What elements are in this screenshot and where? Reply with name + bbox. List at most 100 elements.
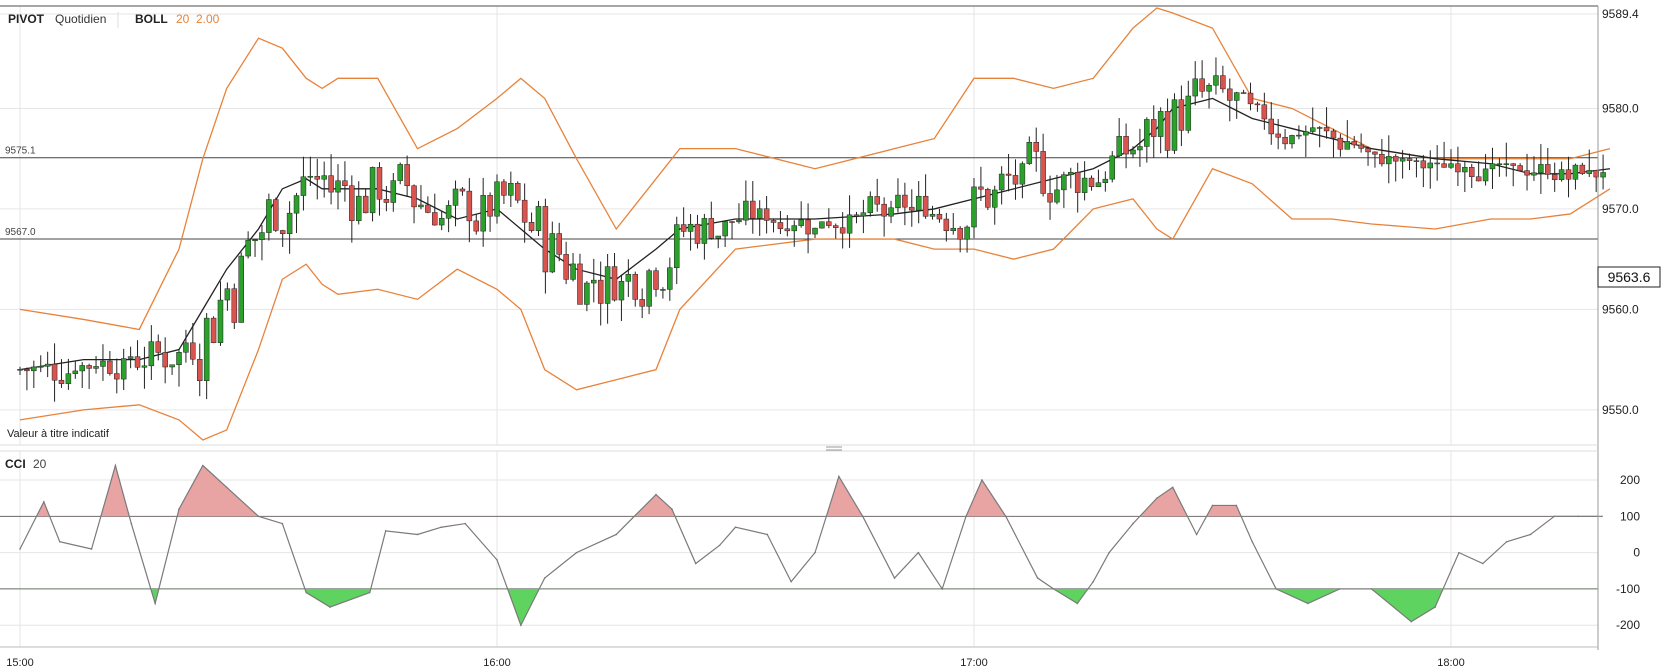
candle (791, 220, 798, 247)
candle-body (715, 235, 721, 239)
candle (998, 166, 1005, 205)
candle (1233, 91, 1240, 119)
candle (376, 162, 383, 216)
panel-resize-handle[interactable] (826, 446, 842, 451)
candle-body (1047, 193, 1053, 203)
candle (452, 180, 459, 227)
candle (1240, 89, 1247, 94)
candle (1095, 169, 1102, 187)
cci-point (1529, 533, 1532, 536)
candle-body (107, 360, 113, 374)
candle-body (162, 352, 168, 368)
cci-point (1076, 602, 1079, 605)
candle-body (1095, 182, 1102, 187)
candle (1420, 155, 1427, 188)
candle-body (397, 164, 403, 181)
candle-body (514, 182, 521, 201)
candle (390, 173, 397, 212)
candle (93, 356, 99, 374)
candle (342, 161, 348, 202)
candle-body (584, 282, 590, 305)
price-tick-label: 9550.0 (1602, 403, 1639, 417)
candle-body (909, 206, 915, 211)
cci-point (1251, 540, 1254, 543)
candle (943, 212, 950, 242)
candle-body (805, 219, 811, 235)
candle-body (611, 266, 618, 301)
candle (1102, 171, 1109, 192)
candle-body (1323, 127, 1330, 132)
candle (17, 366, 23, 376)
candle-body (1330, 130, 1337, 139)
candle (245, 231, 251, 259)
candle-body (1303, 131, 1309, 136)
candle (819, 221, 825, 229)
candle (1434, 145, 1440, 181)
candle-body (307, 176, 314, 178)
candle (1019, 161, 1026, 199)
pivot-levels: 9575.1 9567.0 (0, 146, 1598, 240)
candle (1247, 82, 1254, 111)
candle (1330, 128, 1337, 158)
candle-body (929, 213, 936, 217)
candle-body (819, 221, 825, 229)
candle-body (1475, 176, 1482, 182)
candle (134, 340, 141, 371)
candle (196, 343, 203, 397)
cci-oversold-fill (20, 588, 1598, 626)
candle-body (604, 266, 611, 304)
candle (238, 252, 244, 323)
candle-body (1275, 133, 1281, 138)
candle (259, 225, 265, 261)
cci-point (1458, 551, 1460, 554)
candle (1254, 101, 1261, 112)
candle-body (300, 176, 307, 196)
candle-body (1344, 141, 1351, 150)
candle-body (639, 299, 645, 307)
candlestick-series (17, 57, 1606, 402)
candle-body (190, 342, 196, 360)
candle (860, 199, 867, 234)
candle-body (445, 205, 452, 219)
candle (708, 201, 715, 240)
candle-body (708, 218, 715, 239)
candle (1448, 149, 1454, 170)
cci-title: CCI (5, 457, 26, 471)
candle (1565, 156, 1572, 198)
candle (72, 361, 79, 379)
cci-point (257, 515, 260, 518)
candle-body (480, 195, 486, 232)
candle (1227, 78, 1233, 122)
candle (328, 154, 334, 205)
candle-body (687, 223, 694, 232)
price-tick-label: 9580.0 (1602, 101, 1639, 115)
candle-body (750, 200, 756, 219)
candle (687, 214, 694, 251)
candle (266, 193, 272, 241)
candle (1220, 65, 1226, 93)
candle (224, 282, 231, 311)
cci-point (1482, 562, 1484, 565)
candle-body (729, 221, 735, 223)
candle-body (1061, 174, 1067, 191)
candle-body (1261, 104, 1268, 120)
candle-body (404, 164, 410, 187)
candle-body (1379, 153, 1385, 165)
cci-point (1092, 580, 1095, 583)
candle-body (535, 206, 542, 231)
candle (349, 175, 355, 243)
candle (169, 364, 175, 375)
candle (514, 181, 521, 204)
candle (832, 223, 839, 239)
candle (1344, 120, 1351, 150)
candle-body (328, 175, 334, 193)
candle-body (950, 227, 957, 232)
candle (1081, 161, 1088, 201)
candle (1455, 146, 1461, 187)
candle (1551, 162, 1558, 192)
candle (756, 200, 763, 236)
candle (79, 362, 85, 389)
cci-point (671, 508, 673, 510)
candle (473, 213, 480, 235)
